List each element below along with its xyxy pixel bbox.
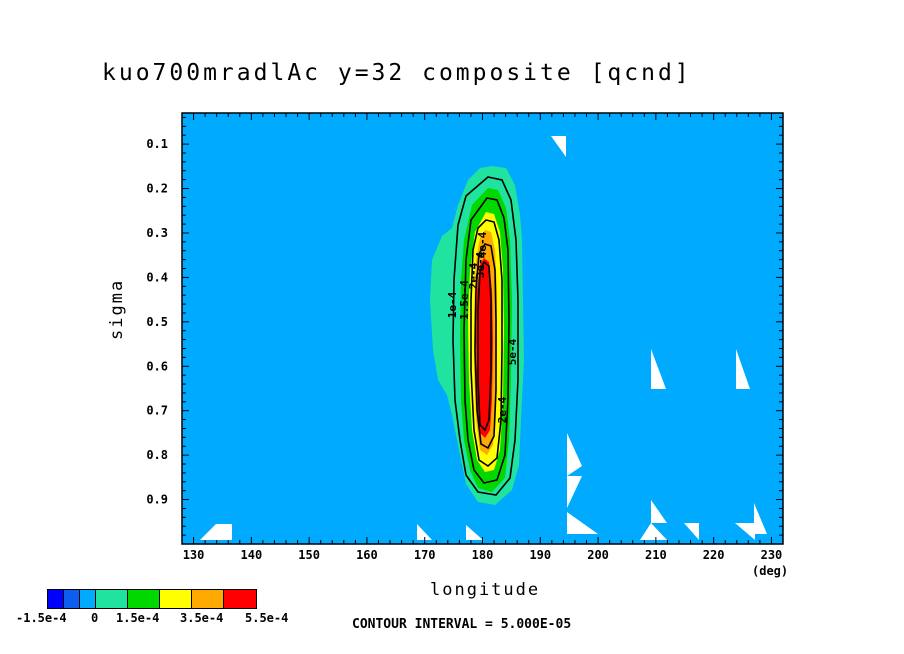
contour-line — [463, 197, 510, 484]
contour-value-label: 2e-4 — [467, 262, 480, 289]
x-axis-unit: (deg) — [752, 564, 789, 578]
colorbar-swatch — [192, 590, 224, 608]
colorbar-label: 5.5e-4 — [245, 611, 289, 625]
x-tick-label: 160 — [356, 548, 378, 562]
missing-data-patch — [684, 523, 699, 540]
missing-data-patch — [651, 500, 667, 523]
missing-data-patch — [736, 349, 750, 389]
y-tick-label: 0.7 — [146, 404, 168, 418]
missing-data-patch — [417, 524, 432, 540]
contour-line — [452, 176, 519, 496]
missing-data-patch — [640, 523, 667, 540]
colorbar-swatch — [48, 590, 64, 608]
y-tick-label: 0.4 — [146, 270, 168, 284]
y-axis-label: sigma — [107, 278, 127, 340]
x-tick-label: 140 — [241, 548, 263, 562]
y-tick-label: 0.6 — [146, 359, 168, 373]
contour-value-label: 4e-4 — [476, 231, 489, 258]
missing-data-patch — [466, 525, 483, 540]
y-tick-label: 0.2 — [146, 182, 168, 196]
contour-line — [470, 219, 503, 468]
contour-line — [477, 260, 492, 432]
y-tick-label: 0.5 — [146, 315, 168, 329]
x-tick-label: 130 — [183, 548, 205, 562]
missing-data-patch — [567, 476, 582, 508]
colorbar-label: 1.5e-4 — [116, 611, 160, 625]
contour-line — [474, 243, 497, 450]
missing-data-patch — [551, 136, 566, 157]
filled-contour-band — [476, 258, 493, 438]
x-tick-label: 180 — [472, 548, 494, 562]
contour-value-label: 1.5e-4 — [458, 280, 471, 320]
x-tick-label: 230 — [761, 548, 783, 562]
colorbar-label: 3.5e-4 — [180, 611, 224, 625]
colorbar — [47, 589, 257, 609]
x-axis-label: longitude — [430, 580, 541, 600]
y-tick-label: 0.9 — [146, 493, 168, 507]
x-tick-label: 200 — [587, 548, 609, 562]
x-tick-label: 150 — [298, 548, 320, 562]
x-tick-label: 170 — [414, 548, 436, 562]
contour-value-label: 3e-4 — [474, 251, 487, 278]
missing-data-patch — [735, 523, 755, 540]
missing-data-patch — [754, 503, 767, 534]
contour-interval-label: CONTOUR INTERVAL = 5.000E-05 — [352, 617, 572, 632]
colorbar-swatch — [80, 590, 96, 608]
y-tick-label: 0.3 — [146, 226, 168, 240]
x-tick-label: 210 — [645, 548, 667, 562]
x-tick-label: 220 — [703, 548, 725, 562]
y-tick-label: 0.1 — [146, 137, 168, 151]
missing-data-patch — [651, 349, 666, 389]
missing-data-patch — [567, 433, 582, 476]
colorbar-swatch — [160, 590, 192, 608]
colorbar-swatch — [128, 590, 160, 608]
x-tick-label: 190 — [529, 548, 551, 562]
missing-data-patch — [567, 512, 598, 534]
colorbar-swatch — [224, 590, 256, 608]
contour-value-label: 5e-4 — [506, 338, 519, 365]
colorbar-swatch — [64, 590, 80, 608]
contour-value-label: 1e-4 — [446, 291, 459, 318]
chart-title: kuo700mradlAc y=32 composite [qcnd] — [102, 60, 692, 86]
colorbar-swatch — [96, 590, 128, 608]
contour-value-label: 2e-4 — [496, 396, 509, 423]
y-tick-label: 0.8 — [146, 448, 168, 462]
colorbar-label: -1.5e-4 — [16, 611, 67, 625]
colorbar-label: 0 — [91, 611, 99, 625]
missing-data-patch — [200, 524, 232, 540]
